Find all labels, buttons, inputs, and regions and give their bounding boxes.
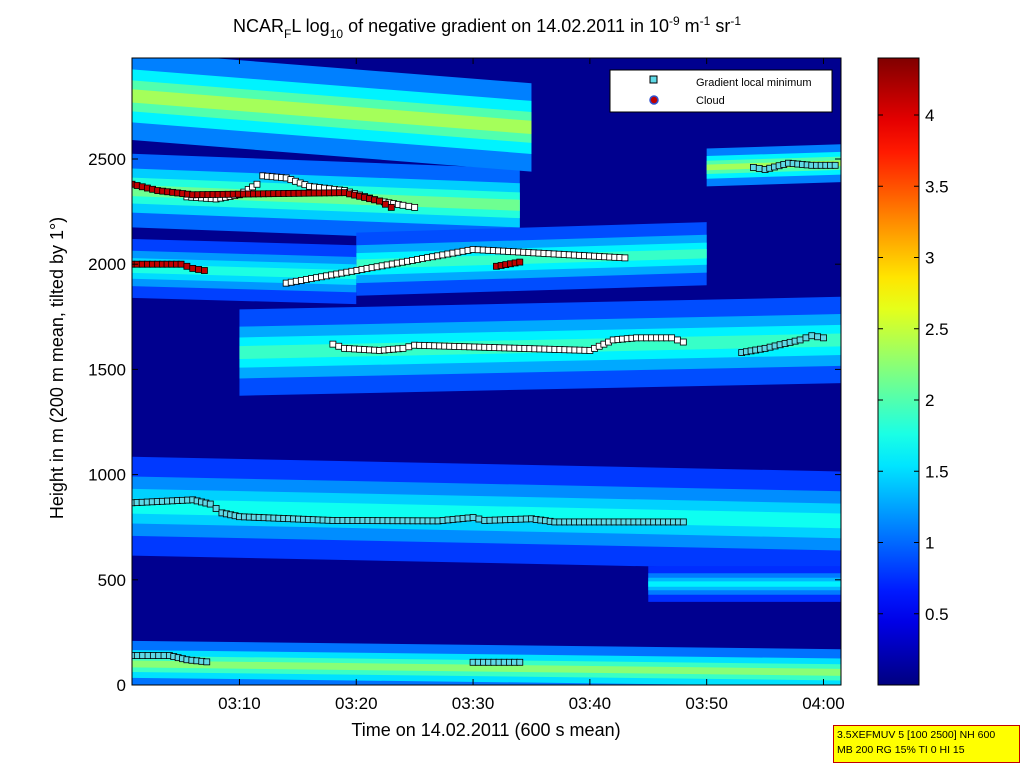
colorbar-gradient xyxy=(877,57,920,686)
plot-area xyxy=(131,57,842,686)
cloud-marker xyxy=(177,260,185,268)
x-tick-label: 04:00 xyxy=(802,694,845,713)
cloud-marker xyxy=(516,258,524,266)
cloud-marker xyxy=(183,262,191,270)
y-axis: 0 500 1000 1500 2000 2500 xyxy=(88,150,841,695)
legend: Gradient local minimum Cloud xyxy=(609,69,833,113)
y-axis-label: Height in m (200 m mean, tilted by 1°) xyxy=(47,217,67,519)
heatmap-band xyxy=(132,660,841,676)
plot-frame xyxy=(131,57,842,686)
gradient-min-marker xyxy=(679,518,687,526)
colorbar-tick-label: 4 xyxy=(925,106,934,125)
heatmap-band xyxy=(356,248,707,269)
cloud-marker xyxy=(201,267,208,274)
y-tick-label: 1500 xyxy=(88,360,126,379)
gradient-min-marker xyxy=(212,505,220,512)
gradient-min-marker xyxy=(674,336,681,344)
heatmap-band xyxy=(648,581,841,587)
gradient-min-marker xyxy=(814,333,822,341)
x-tick-label: 03:50 xyxy=(685,694,728,713)
gradient-min-marker xyxy=(399,201,407,209)
legend-marker-cloud xyxy=(649,95,659,105)
gradient-min-marker xyxy=(796,336,804,344)
gradient-min-marker xyxy=(749,164,757,171)
gradient-min-marker xyxy=(405,202,413,210)
gradient-min-marker xyxy=(335,342,343,350)
y-tick-label: 1000 xyxy=(88,466,126,485)
colorbar-tick-label: 3 xyxy=(925,249,934,268)
colorbar-tick-label: 2 xyxy=(925,391,934,410)
gradient-min-marker xyxy=(206,500,214,508)
x-axis: 03:10 03:20 03:30 03:40 03:50 04:00 xyxy=(218,58,845,713)
gradient-min-marker xyxy=(469,514,477,521)
colorbar-tick-label: 1.5 xyxy=(925,462,949,481)
gradient-min-marker xyxy=(668,334,676,342)
cloud-marker xyxy=(195,266,202,273)
x-tick-label: 03:30 xyxy=(452,694,495,713)
gradient-min-marker xyxy=(411,203,419,211)
y-tick-label: 2000 xyxy=(88,255,126,274)
gradient-min-marker xyxy=(820,334,827,342)
legend-label-gradient-min: Gradient local minimum xyxy=(696,77,812,89)
colorbar-tick-label: 2.5 xyxy=(925,320,949,339)
x-axis-label: Time on 14.02.2011 (600 s mean) xyxy=(351,720,620,740)
colorbar-tick-label: 0.5 xyxy=(925,605,949,624)
legend-box xyxy=(609,69,833,113)
gradient-min-marker xyxy=(329,340,337,348)
info-line-1: 3.5XEFMUV 5 [100 2500] NH 600 xyxy=(837,729,996,741)
x-tick-label: 03:40 xyxy=(569,694,612,713)
y-tick-label: 2500 xyxy=(88,150,126,169)
colorbar-tick-label: 1 xyxy=(925,534,934,553)
gradient-min-marker xyxy=(755,165,763,172)
x-tick-label: 03:10 xyxy=(218,694,261,713)
legend-marker-gradient-min xyxy=(649,75,658,84)
cloud-marker xyxy=(382,200,389,208)
gradient-min-marker xyxy=(516,658,524,666)
heatmap-band xyxy=(132,89,532,135)
gradient-min-marker xyxy=(203,658,211,666)
x-tick-label: 03:20 xyxy=(335,694,378,713)
y-tick-label: 500 xyxy=(98,571,126,590)
processing-info-box: 3.5XEFMUV 5 [100 2500] NH 600 MB 200 RG … xyxy=(833,725,1020,763)
marker-layer xyxy=(132,159,839,666)
colorbar-tick-label: 3.5 xyxy=(925,177,949,196)
gradient-min-marker xyxy=(802,334,810,342)
gradient-min-marker xyxy=(399,344,407,352)
cloud-marker xyxy=(189,265,197,272)
legend-label-cloud: Cloud xyxy=(696,95,725,107)
gradient-min-marker xyxy=(405,343,413,351)
colorbar: 0.5 1 1.5 2 2.5 3 3.5 4 xyxy=(877,57,949,686)
colorbar-ticks: 0.5 1 1.5 2 2.5 3 3.5 4 xyxy=(878,106,949,624)
gradient-min-marker xyxy=(621,254,629,262)
cloud-marker xyxy=(376,197,384,205)
cloud-marker xyxy=(387,203,395,211)
gradient-min-marker xyxy=(831,161,839,169)
gradient-min-marker xyxy=(679,338,687,346)
gradient-min-marker xyxy=(253,180,261,188)
gradient-min-marker xyxy=(808,332,816,340)
y-tick-label: 0 xyxy=(117,676,126,695)
gradient-min-marker xyxy=(475,515,483,523)
chart-title: NCARFL log10 of negative gradient on 14.… xyxy=(233,14,741,41)
info-line-2: MB 200 RG 15% TI 0 HI 15 xyxy=(837,744,965,756)
